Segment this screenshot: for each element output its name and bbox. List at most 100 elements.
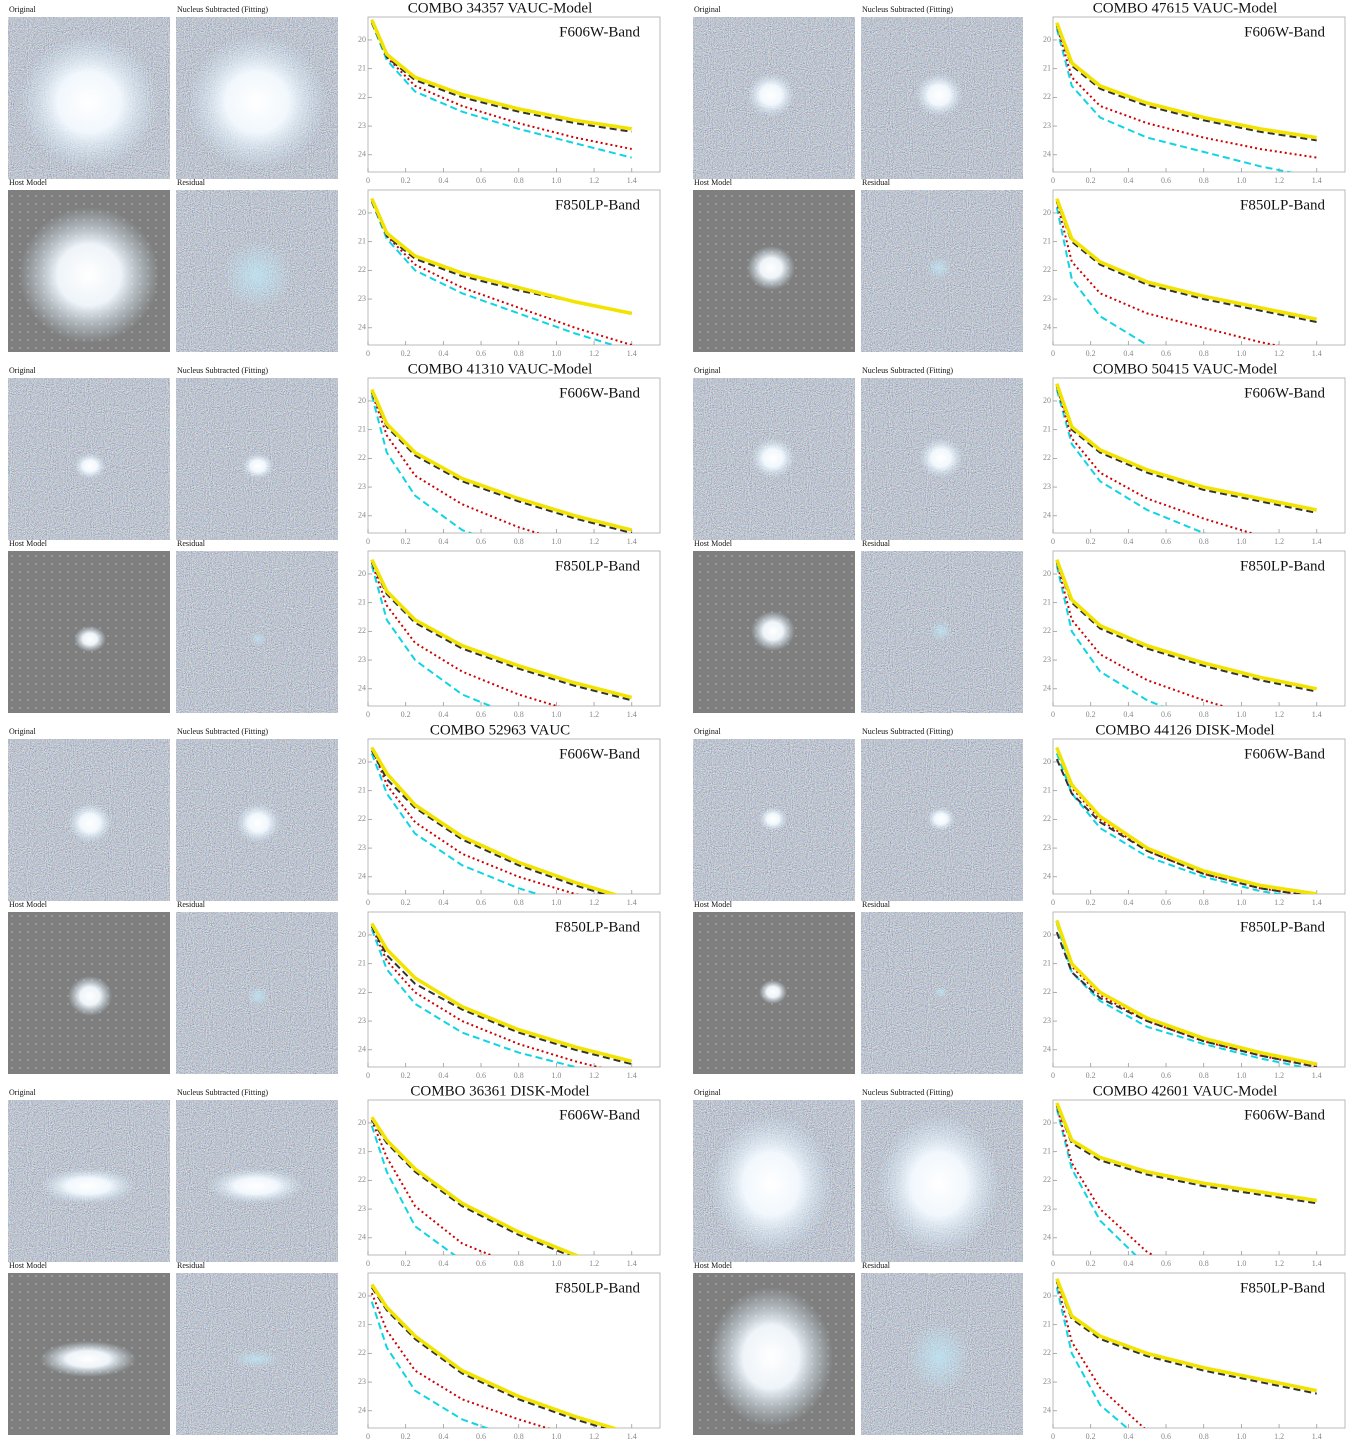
x-tick-label: 0 xyxy=(366,1071,370,1080)
x-tick-label: 1.0 xyxy=(1236,1071,1246,1080)
galaxy-blob xyxy=(40,1168,136,1204)
thumb-label: Original xyxy=(694,5,721,14)
y-tick-label: 24 xyxy=(1043,1045,1051,1054)
profile-line xyxy=(370,562,632,702)
x-tick-label: 0.6 xyxy=(1161,1071,1171,1080)
y-tick-label: 24 xyxy=(1043,872,1051,881)
x-tick-label: 0 xyxy=(1051,349,1055,358)
x-tick-label: 1.2 xyxy=(589,1432,599,1441)
x-tick-label: 0.4 xyxy=(438,898,448,907)
x-tick-label: 0.4 xyxy=(1123,710,1133,719)
y-tick-label: 23 xyxy=(358,1377,366,1386)
profile-line xyxy=(1055,25,1317,159)
y-tick-label: 23 xyxy=(358,482,366,491)
y-tick-label: 21 xyxy=(1043,1319,1051,1328)
galaxy-blob xyxy=(877,1114,1001,1254)
profile-line xyxy=(370,201,617,345)
galaxy-blob xyxy=(759,807,787,831)
x-tick-label: 0.8 xyxy=(1199,1432,1209,1441)
y-tick-label: 21 xyxy=(1043,785,1051,794)
x-tick-label: 0.8 xyxy=(1199,1259,1209,1268)
thumbnail xyxy=(8,1273,170,1435)
profile-line xyxy=(370,753,541,894)
x-tick-label: 0.2 xyxy=(1086,1432,1096,1441)
profile-line xyxy=(1055,920,1317,1067)
galaxy-blob xyxy=(19,207,159,343)
y-tick-label: 22 xyxy=(358,453,366,462)
x-tick-label: 0.8 xyxy=(514,1259,524,1268)
profile-line xyxy=(370,1292,551,1428)
x-tick-label: 1.2 xyxy=(589,1071,599,1080)
profile-line xyxy=(1055,565,1164,706)
y-tick-label: 20 xyxy=(358,569,366,578)
band-label: F606W-Band xyxy=(1244,385,1325,401)
thumbnail xyxy=(176,378,338,540)
y-tick-label: 22 xyxy=(358,92,366,101)
y-tick-label: 22 xyxy=(358,626,366,635)
y-tick-label: 21 xyxy=(358,1319,366,1328)
y-tick-label: 23 xyxy=(358,121,366,130)
y-tick-label: 21 xyxy=(358,236,366,245)
y-tick-label: 20 xyxy=(358,1118,366,1127)
thumb-label: Residual xyxy=(862,178,891,187)
thumb-label: Original xyxy=(9,5,36,14)
x-tick-label: 0.8 xyxy=(1199,710,1209,719)
x-tick-label: 0.8 xyxy=(1199,537,1209,546)
plot-frame xyxy=(1052,1099,1346,1256)
thumbnail xyxy=(693,17,855,179)
y-tick-label: 21 xyxy=(1043,236,1051,245)
y-tick-label: 24 xyxy=(358,684,366,693)
band-label: F606W-Band xyxy=(1244,746,1325,762)
thumb-label: Host Model xyxy=(9,539,48,548)
x-tick-label: 1.4 xyxy=(1312,898,1322,907)
galaxy-blob xyxy=(709,1114,833,1254)
y-tick-label: 23 xyxy=(1043,1016,1051,1025)
x-tick-label: 0.2 xyxy=(401,710,411,719)
x-tick-label: 0.4 xyxy=(1123,537,1133,546)
x-tick-label: 1.4 xyxy=(1312,537,1322,546)
x-tick-label: 1.2 xyxy=(1274,537,1284,546)
band-label: F850LP-Band xyxy=(1240,919,1326,935)
profile-line xyxy=(1055,746,1317,894)
y-tick-label: 20 xyxy=(358,1291,366,1300)
thumbnail xyxy=(8,912,170,1074)
x-tick-label: 0.8 xyxy=(514,1071,524,1080)
y-tick-label: 24 xyxy=(358,150,366,159)
panel-title: COMBO 50415 VAUC-Model xyxy=(1093,361,1277,377)
x-tick-label: 0 xyxy=(1051,1432,1055,1441)
residual-blob xyxy=(927,257,951,279)
galaxy-blob xyxy=(40,1341,136,1377)
galaxy-blob xyxy=(236,803,280,843)
y-tick-label: 20 xyxy=(1043,1291,1051,1300)
profile-line xyxy=(1055,1102,1317,1203)
profile-line xyxy=(370,1116,582,1255)
y-tick-label: 21 xyxy=(1043,958,1051,967)
thumb-label: Nucleus Subtracted (Fitting) xyxy=(177,366,268,375)
galaxy-blob xyxy=(759,980,787,1004)
x-tick-label: 0 xyxy=(1051,1071,1055,1080)
x-tick-label: 1.0 xyxy=(551,898,561,907)
y-tick-label: 20 xyxy=(358,35,366,44)
x-tick-label: 1.2 xyxy=(1274,898,1284,907)
profile-line xyxy=(1055,197,1318,321)
profile-line xyxy=(370,22,632,159)
x-tick-label: 1.0 xyxy=(551,537,561,546)
x-tick-label: 1.4 xyxy=(1312,710,1322,719)
x-tick-label: 0.6 xyxy=(1161,710,1171,719)
x-tick-label: 1.4 xyxy=(627,1432,637,1441)
x-tick-label: 1.0 xyxy=(551,1071,561,1080)
profile-line xyxy=(370,1301,490,1428)
profile-line xyxy=(370,22,632,133)
profile-line xyxy=(370,1119,494,1255)
x-tick-label: 0.2 xyxy=(1086,537,1096,546)
profile-line xyxy=(370,926,602,1067)
thumbnail xyxy=(176,190,338,352)
x-tick-label: 0.6 xyxy=(476,898,486,907)
x-tick-label: 1.4 xyxy=(1312,349,1322,358)
x-tick-label: 1.4 xyxy=(627,898,637,907)
profile-line xyxy=(1055,923,1308,1067)
x-tick-label: 0.2 xyxy=(1086,1259,1096,1268)
profile-line xyxy=(370,197,633,316)
profile-line xyxy=(1055,931,1317,1067)
profile-line xyxy=(370,392,541,533)
